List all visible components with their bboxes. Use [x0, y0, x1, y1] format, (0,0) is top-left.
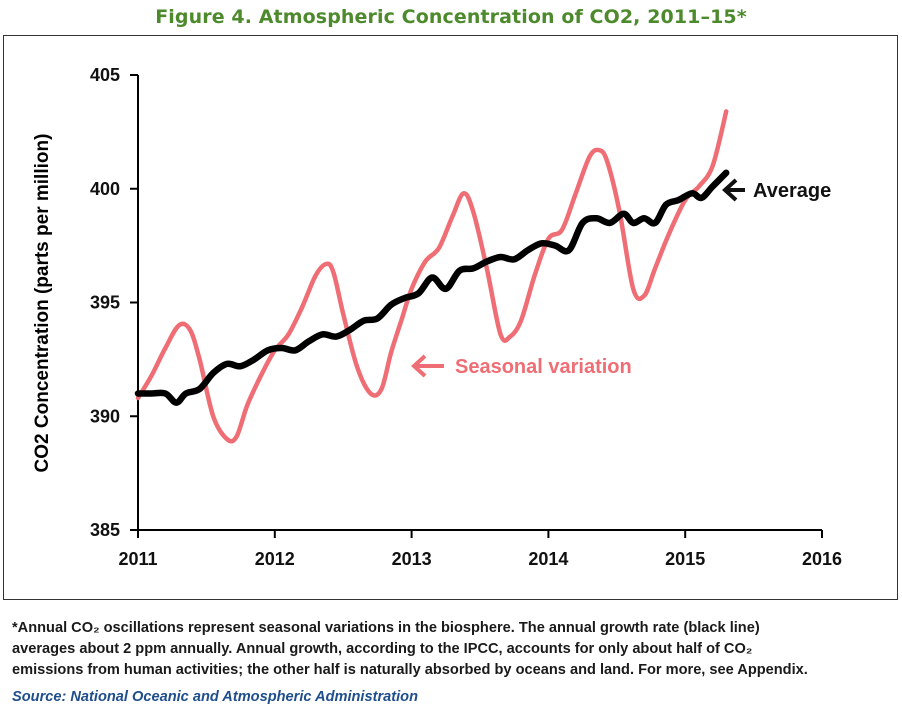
- x-tick-label: 2011: [118, 549, 157, 569]
- x-tick-label: 2016: [802, 549, 842, 569]
- y-axis-label: CO2 Concentration (parts per million): [32, 134, 53, 473]
- x-tick-label: 2014: [528, 549, 568, 569]
- footnote-line-2: averages about 2 ppm annually. Annual gr…: [12, 641, 753, 657]
- series-layer: [134, 109, 730, 444]
- x-tick-label: 2012: [255, 549, 295, 569]
- footnote-line-1: *Annual CO₂ oscillations represent seaso…: [12, 620, 760, 636]
- y-tick-label: 405: [90, 65, 120, 85]
- average-arrow-head: [722, 178, 738, 202]
- series-line-average: [134, 169, 730, 406]
- y-tick-label: 400: [90, 179, 120, 199]
- seasonal-arrow-head: [411, 354, 427, 378]
- y-tick-label: 385: [90, 520, 120, 540]
- seasonal-variation-label: Seasonal variation: [455, 356, 632, 378]
- source-note: Source: National Oceanic and Atmospheric…: [12, 689, 418, 705]
- chart-axes: [130, 75, 822, 538]
- axis-ticks: 385 390 395 400 405 2011 2012 2013 2014 2015 2016: [90, 65, 842, 569]
- series-line-seasonal-variation: [135, 109, 729, 444]
- average-label: Average: [753, 180, 831, 202]
- x-tick-label: 2013: [392, 549, 432, 569]
- footnote: *Annual CO₂ oscillations represent seaso…: [12, 618, 892, 681]
- y-tick-label: 390: [90, 406, 120, 426]
- footnote-line-3: emissions from human activities; the oth…: [12, 662, 808, 678]
- chart-frame: [3, 35, 898, 600]
- figure-title: Figure 4. Atmospheric Concentration of C…: [155, 6, 747, 28]
- annotations: Average Seasonal variation: [411, 178, 831, 378]
- x-tick-label: 2015: [665, 549, 705, 569]
- y-tick-label: 395: [90, 293, 120, 313]
